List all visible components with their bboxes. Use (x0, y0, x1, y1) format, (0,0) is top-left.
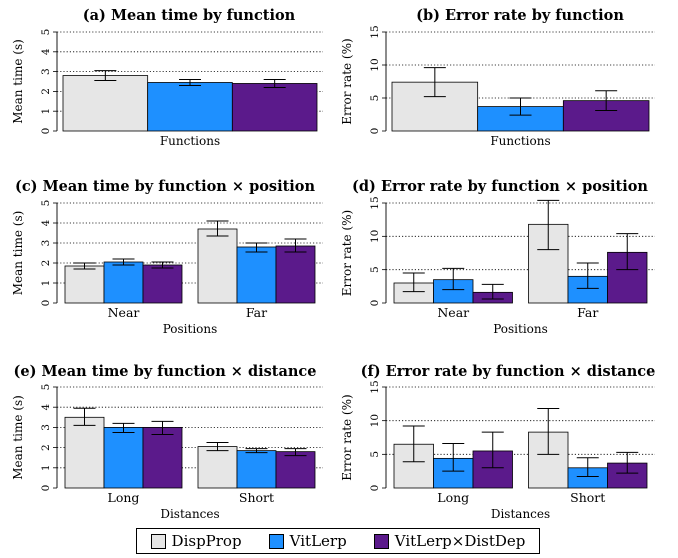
panel-d: (d) Error rate by function × position 0 5 1… (340, 178, 655, 336)
y-tick-label: 0 (40, 128, 52, 135)
panel-title: (e) Mean time by function × distance (13, 363, 316, 380)
legend-item-dispprop: DispProp (150, 532, 242, 550)
y-axis-label: Mean time (s) (11, 211, 25, 296)
x-axis-label: Functions (160, 134, 220, 148)
bar (197, 228, 238, 304)
y-tick-label: 5 (369, 95, 381, 102)
y-tick-label: 3 (40, 68, 52, 75)
legend: DispProp VitLerp VitLerp×DistDep (136, 528, 540, 554)
y-tick-label: 5 (40, 384, 52, 391)
bar (142, 426, 183, 489)
y-tick-label: 15 (369, 196, 381, 209)
bar (103, 261, 144, 304)
bar (236, 450, 277, 489)
y-tick-label: 1 (40, 108, 52, 115)
y-tick-label: 2 (40, 260, 52, 267)
bar (231, 83, 318, 132)
panel-title: (a) Mean time by function (83, 7, 296, 24)
category-label: Long (437, 490, 469, 505)
category-label: Near (108, 305, 140, 320)
x-axis-label: Functions (490, 134, 550, 148)
bar (62, 75, 149, 132)
bar (275, 245, 316, 304)
y-tick-label: 4 (40, 219, 52, 226)
bar (147, 82, 233, 132)
y-tick-label: 2 (40, 88, 52, 95)
bar (236, 246, 277, 304)
y-tick-label: 0 (40, 485, 52, 492)
bar (64, 416, 105, 489)
legend-label-vitlerp-distdep: VitLerp×DistDep (394, 532, 526, 550)
y-tick-label: 10 (369, 58, 381, 71)
panel-a: (a) Mean time by function 0 1 2 3 4 5 Mean time… (11, 7, 323, 148)
y-tick-label: 0 (369, 300, 381, 307)
bar (197, 446, 238, 489)
y-axis-label: Error rate (%) (340, 38, 354, 124)
bar (275, 451, 316, 489)
panel-c: (c) Mean time by function × position 0 1 2 3… (11, 178, 323, 336)
y-tick-label: 0 (369, 128, 381, 135)
bar (64, 265, 105, 304)
y-tick-label: 5 (369, 451, 381, 458)
x-axis-label: Positions (493, 322, 548, 336)
legend-label-vitlerp: VitLerp (289, 532, 347, 550)
y-axis-label: Mean time (s) (11, 395, 25, 480)
legend-item-vitlerp-distdep: VitLerp×DistDep (373, 532, 526, 550)
x-axis-label: Distances (160, 507, 219, 521)
y-tick-label: 0 (369, 485, 381, 492)
y-tick-label: 15 (369, 380, 381, 393)
x-axis-label: Distances (491, 507, 550, 521)
y-tick-label: 1 (40, 464, 52, 471)
y-tick-label: 5 (40, 29, 52, 36)
panel-e: (e) Mean time by function × distance 0 1 2 3… (11, 363, 323, 521)
panel-title: (d) Error rate by function × position (352, 178, 648, 195)
y-axis-label: Mean time (s) (11, 39, 25, 124)
category-label: Long (108, 490, 140, 505)
y-tick-label: 4 (40, 404, 52, 411)
y-tick-label: 2 (40, 444, 52, 451)
y-tick-label: 15 (369, 25, 381, 38)
y-tick-label: 5 (369, 266, 381, 273)
legend-swatch-vitlerp-distdep (373, 533, 389, 549)
x-axis-label: Positions (163, 322, 218, 336)
category-label: Near (437, 305, 469, 320)
bar (103, 426, 144, 489)
y-tick-label: 5 (40, 200, 52, 207)
category-label: Short (570, 490, 605, 505)
category-label: Short (239, 490, 274, 505)
panel-f: (f) Error rate by function × distance 0 5 1… (340, 363, 655, 521)
panel-title: (b) Error rate by function (416, 7, 624, 24)
y-tick-label: 10 (369, 230, 381, 243)
y-tick-label: 3 (40, 240, 52, 247)
category-label: Far (577, 305, 598, 320)
y-axis-label: Error rate (%) (340, 210, 354, 296)
y-tick-label: 1 (40, 280, 52, 287)
y-tick-label: 0 (40, 300, 52, 307)
legend-item-vitlerp: VitLerp (268, 532, 347, 550)
bar (142, 264, 183, 304)
panel-title: (c) Mean time by function × position (15, 178, 315, 195)
legend-swatch-vitlerp (268, 533, 284, 549)
legend-label-dispprop: DispProp (171, 532, 242, 550)
y-axis-label: Error rate (%) (340, 394, 354, 480)
y-tick-label: 4 (40, 48, 52, 55)
legend-swatch-dispprop (150, 533, 166, 549)
y-tick-label: 3 (40, 424, 52, 431)
category-label: Far (246, 305, 267, 320)
y-tick-label: 10 (369, 414, 381, 427)
panel-b: (b) Error rate by function 0 5 10 15 Error ra… (340, 7, 655, 148)
panel-title: (f) Error rate by function × distance (361, 363, 656, 380)
